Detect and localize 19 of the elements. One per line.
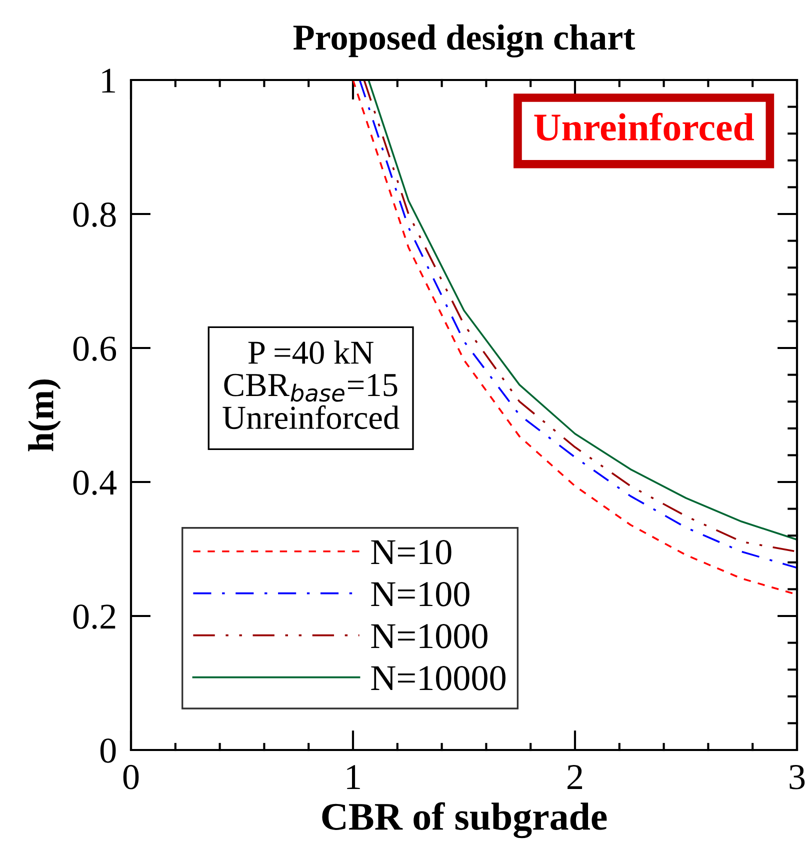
y-tick-label: 0.2 — [73, 604, 116, 630]
legend-label: N=10 — [371, 540, 452, 564]
x-tick-label: 1 — [347, 765, 360, 789]
annotation: P =40 kN CBR$_{base}$=15 Unreinforced — [222, 340, 400, 430]
legend-label: N=10000 — [371, 666, 506, 690]
y-tick-label: 0 — [100, 738, 116, 763]
x-tick-label: 0 — [123, 764, 139, 790]
annotation: Unreinforced — [534, 112, 754, 141]
x-axis-title: CBR of subgrade — [322, 802, 607, 838]
y-axis-title: h(m) — [28, 379, 61, 452]
legend-label: N=1000 — [371, 624, 488, 648]
x-tick-label: 3 — [790, 765, 805, 790]
x-tick-label: 2 — [568, 765, 582, 789]
y-tick-label: 0.6 — [73, 336, 116, 362]
y-tick-label: 0.4 — [73, 470, 117, 496]
chart-title: Proposed design chart — [293, 24, 636, 58]
y-tick-label: 0.8 — [73, 202, 116, 228]
y-tick-label: 1 — [102, 68, 115, 93]
legend-label: N=100 — [371, 582, 470, 606]
